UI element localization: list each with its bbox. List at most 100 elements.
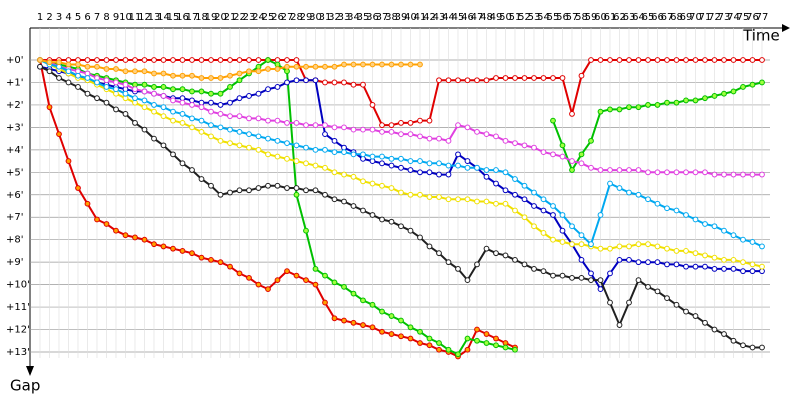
data-point (160, 84, 167, 90)
x-tick-label: 76 (746, 12, 759, 23)
data-point (493, 75, 499, 81)
data-point (227, 99, 233, 106)
data-point (312, 281, 319, 288)
x-tick-label: 5 (75, 12, 81, 23)
data-point (502, 137, 509, 144)
data-point (578, 232, 585, 239)
data-point (103, 66, 110, 72)
data-point (683, 169, 689, 176)
data-point (132, 57, 138, 63)
data-point (255, 68, 262, 75)
data-point (265, 151, 271, 158)
data-point (559, 212, 566, 218)
data-point (208, 57, 214, 63)
data-point (227, 72, 233, 79)
data-point (198, 117, 205, 124)
data-point (493, 250, 499, 257)
data-point (341, 149, 347, 155)
data-point (265, 117, 271, 124)
data-point (322, 131, 328, 138)
data-point (759, 344, 765, 351)
y-tick-label: +2' (6, 100, 24, 111)
data-point (350, 319, 357, 326)
data-point (303, 227, 309, 234)
data-point (198, 128, 205, 135)
data-point (293, 185, 300, 191)
data-point (217, 191, 224, 198)
data-point (388, 122, 395, 129)
x-tick-label: 67 (661, 12, 674, 23)
data-point (331, 315, 338, 322)
data-point (464, 77, 471, 84)
data-point (360, 126, 366, 133)
data-point (597, 277, 604, 284)
data-point (151, 84, 157, 90)
data-point (683, 308, 689, 315)
data-point (711, 326, 718, 333)
data-point (502, 187, 509, 194)
x-tick-label: 8 (103, 12, 109, 23)
data-point (588, 57, 594, 63)
data-point (398, 164, 404, 171)
data-point (417, 328, 423, 335)
data-point (113, 227, 119, 234)
data-point (607, 270, 613, 277)
data-point (75, 72, 81, 79)
data-point (607, 57, 613, 63)
data-point (160, 243, 167, 250)
data-point (379, 61, 385, 68)
data-point (198, 88, 205, 95)
data-point (531, 203, 537, 209)
x-tick-label: 69 (680, 12, 693, 23)
data-point (46, 104, 53, 111)
data-point (122, 57, 129, 63)
x-tick-label: 46 (461, 12, 474, 23)
x-tick-label: 33 (338, 12, 351, 23)
data-point (65, 79, 72, 86)
data-point (645, 259, 651, 266)
data-point (616, 322, 623, 328)
data-point (312, 77, 319, 84)
data-point (265, 286, 271, 293)
x-tick-label: 18 (195, 12, 208, 23)
data-point (84, 90, 91, 97)
data-point (369, 180, 376, 187)
x-tick-label: 36 (366, 12, 379, 23)
data-point (455, 122, 461, 129)
data-point (493, 342, 499, 349)
y-tick-label: +8' (6, 235, 24, 246)
data-point (578, 274, 585, 281)
data-point (141, 236, 148, 243)
data-point (293, 119, 300, 126)
data-point (65, 61, 72, 68)
data-point (236, 128, 243, 135)
data-point (322, 191, 328, 198)
data-point (664, 245, 670, 252)
data-point (493, 180, 499, 187)
data-point (749, 239, 756, 245)
data-point (322, 164, 328, 171)
x-tick-label: 19 (205, 12, 218, 23)
x-tick-label: 43 (433, 12, 446, 23)
data-point (322, 272, 328, 279)
data-point (445, 77, 452, 84)
data-point (578, 160, 585, 167)
data-point (303, 277, 309, 284)
data-point (379, 153, 385, 160)
data-point (597, 108, 604, 115)
x-tick-label: 25 (262, 12, 275, 23)
data-point (284, 57, 290, 63)
data-point (711, 223, 718, 230)
data-point (388, 155, 395, 162)
data-point (293, 63, 300, 70)
data-point (626, 167, 632, 173)
data-point (236, 77, 243, 84)
data-point (341, 79, 347, 86)
data-point (350, 290, 357, 297)
data-point (369, 61, 376, 68)
data-point (673, 261, 680, 268)
data-point (189, 250, 195, 257)
data-point (616, 243, 623, 250)
data-point (550, 151, 556, 158)
